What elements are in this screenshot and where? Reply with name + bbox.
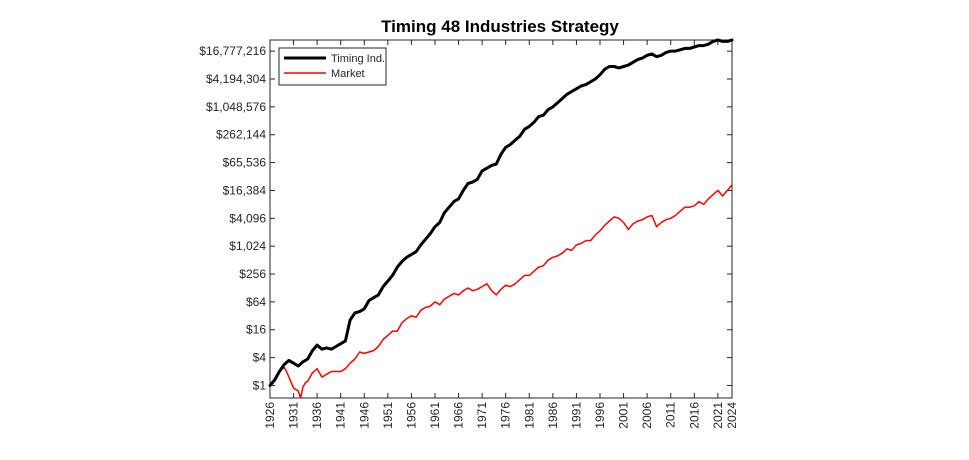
- x-tick-label: 1986: [546, 402, 560, 429]
- x-tick-label: 2021: [711, 402, 725, 429]
- x-tick-label: 1966: [452, 402, 466, 429]
- x-tick-label: 1931: [287, 402, 301, 429]
- y-tick-label: $4: [253, 351, 267, 365]
- y-tick-label: $1,048,576: [206, 100, 266, 114]
- x-tick-label: 1936: [310, 402, 324, 429]
- y-tick-label: $1,024: [229, 239, 266, 253]
- legend-label-timing: Timing Ind.: [331, 53, 385, 65]
- y-tick-label: $1: [253, 378, 267, 392]
- legend: Timing Ind. Market: [279, 48, 386, 85]
- x-tick-label: 1976: [499, 402, 513, 429]
- x-tick-label: 1981: [522, 402, 536, 429]
- x-tick-label: 2024: [725, 402, 739, 429]
- x-tick-label: 1951: [381, 402, 395, 429]
- y-tick-label: $4,194,304: [206, 72, 266, 86]
- y-tick-label: $16,777,216: [199, 44, 266, 58]
- x-tick-label: 2011: [664, 402, 678, 428]
- x-tick-label: 2016: [687, 402, 701, 429]
- legend-label-market: Market: [331, 68, 365, 80]
- y-tick-label: $256: [239, 267, 266, 281]
- x-tick-label: 2001: [617, 402, 631, 429]
- y-tick-label: $4,096: [229, 211, 266, 225]
- x-tick-label: 2006: [640, 402, 654, 429]
- x-tick-label: 1956: [404, 402, 418, 429]
- x-tick-label: 1961: [428, 402, 442, 429]
- x-tick-label: 1941: [334, 402, 348, 429]
- x-tick-label: 1996: [593, 402, 607, 429]
- x-tick-label: 1926: [263, 402, 277, 429]
- y-tick-label: $16,384: [223, 183, 267, 197]
- y-tick-label: $65,536: [223, 156, 267, 170]
- y-tick-label: $262,144: [216, 128, 266, 142]
- x-tick-label: 1971: [475, 402, 489, 429]
- y-tick-label: $64: [246, 295, 266, 309]
- chart-title: Timing 48 Industries Strategy: [381, 17, 619, 36]
- x-tick-label: 1946: [357, 402, 371, 429]
- x-tick-label: 1991: [569, 402, 583, 429]
- y-tick-label: $16: [246, 323, 266, 337]
